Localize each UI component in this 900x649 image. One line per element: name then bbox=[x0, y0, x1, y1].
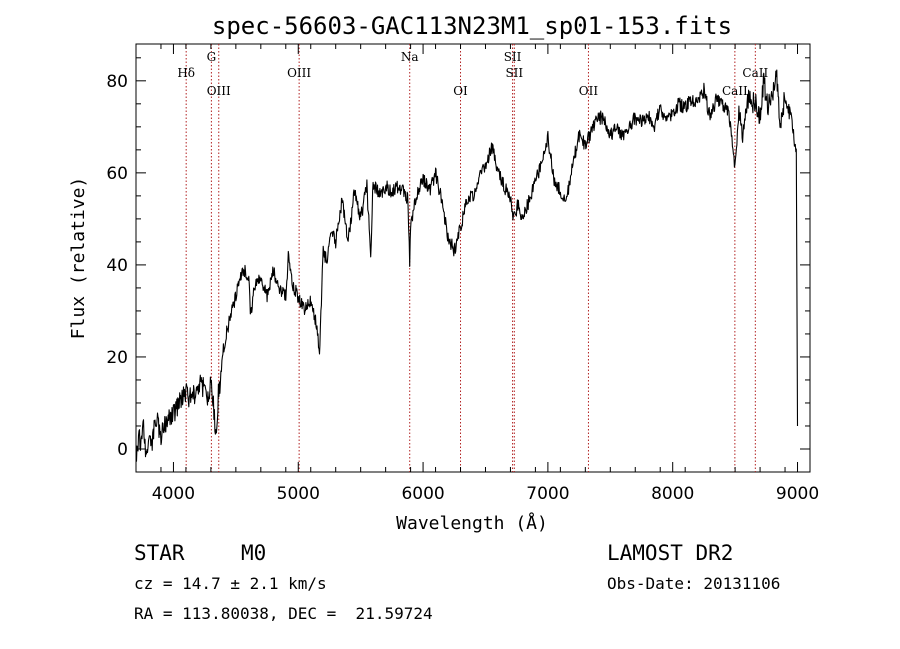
survey-name: LAMOST DR2 bbox=[607, 541, 734, 565]
spectral-line-label: CaII bbox=[742, 66, 768, 80]
spectral-line-label: OII bbox=[579, 84, 599, 98]
y-axis-label: Flux (relative) bbox=[68, 177, 89, 340]
y-tick-label: 0 bbox=[117, 440, 128, 460]
y-tick-label: 20 bbox=[106, 348, 128, 368]
observation-date: Obs-Date: 20131106 bbox=[607, 574, 781, 593]
plot-title: spec-56603-GAC113N23M1_sp01-153.fits bbox=[212, 12, 732, 40]
y-tick-labels: 0 20 40 60 80 bbox=[106, 72, 128, 460]
spectrum-line bbox=[135, 69, 799, 463]
spectral-line-label: OI bbox=[453, 84, 468, 98]
axis-ticks bbox=[135, 44, 811, 473]
spectral-line-label: OIII bbox=[207, 84, 231, 98]
x-axis-label: Wavelength (Å) bbox=[396, 512, 548, 534]
y-tick-label: 80 bbox=[106, 72, 128, 92]
x-tick-label: 7000 bbox=[526, 484, 569, 504]
coordinates: RA = 113.80038, DEC = 21.59724 bbox=[134, 604, 433, 623]
x-tick-label: 9000 bbox=[776, 484, 819, 504]
spectral-line-markers bbox=[185, 44, 756, 472]
x-tick-labels: 4000 5000 6000 7000 8000 9000 bbox=[152, 484, 819, 504]
spectral-line-label: Hδ bbox=[177, 66, 195, 80]
y-tick-label: 40 bbox=[106, 256, 128, 276]
spectral-line-label: SII bbox=[504, 50, 522, 64]
spectral-line-labels: Hδ G OIII OIII Na OI SII SII OII CaII CaII bbox=[177, 50, 768, 98]
spectral-line-label: CaII bbox=[722, 84, 748, 98]
spectral-line-label: SII bbox=[505, 66, 523, 80]
x-tick-label: 4000 bbox=[152, 484, 195, 504]
y-tick-label: 60 bbox=[106, 164, 128, 184]
redshift-cz: cz = 14.7 ± 2.1 km/s bbox=[134, 574, 327, 593]
spectral-subclass: M0 bbox=[241, 541, 267, 565]
x-tick-label: 6000 bbox=[401, 484, 444, 504]
spectral-line-label: OIII bbox=[287, 66, 311, 80]
spectral-class: STAR bbox=[134, 541, 185, 565]
x-tick-label: 8000 bbox=[651, 484, 694, 504]
x-tick-label: 5000 bbox=[277, 484, 320, 504]
spectral-line-label: G bbox=[207, 50, 217, 64]
spectral-line-label: Na bbox=[401, 50, 419, 64]
plot-frame bbox=[135, 43, 811, 473]
